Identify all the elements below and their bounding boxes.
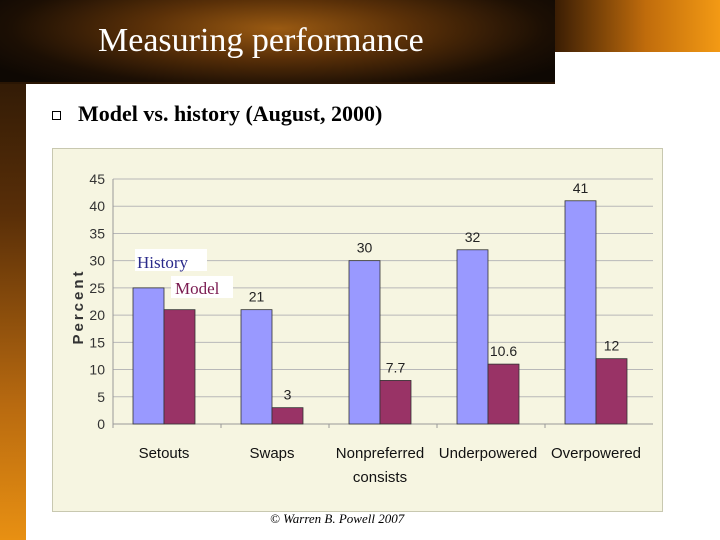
- data-label: 21: [249, 289, 265, 305]
- data-label: 12: [604, 338, 620, 354]
- chart-frame: 0 5 10 15 20 25 30 35 40 45 Percent Setouts 21 3 Swaps…: [52, 148, 663, 512]
- data-label: 7.7: [386, 359, 406, 375]
- x-tick-label: Nonpreferred: [336, 445, 424, 462]
- square-bullet-icon: [52, 111, 61, 120]
- y-tick-label: 35: [89, 225, 105, 241]
- bar-history: [240, 309, 273, 425]
- background-left-strip: [0, 0, 26, 540]
- x-tick-label: Overpowered: [551, 445, 641, 462]
- x-tick-label: Underpowered: [439, 445, 537, 462]
- data-label: 32: [465, 229, 481, 245]
- y-tick-label: 40: [89, 198, 105, 214]
- y-axis-label: Percent: [70, 268, 87, 344]
- data-label: 3: [284, 387, 292, 403]
- data-label: 10.6: [490, 343, 517, 359]
- y-tick-label: 10: [89, 362, 105, 378]
- x-tick-label: Setouts: [139, 445, 190, 462]
- y-tick-label: 15: [89, 334, 105, 350]
- bar-chart: 0 5 10 15 20 25 30 35 40 45 Percent Setouts 21 3 Swaps…: [70, 171, 653, 486]
- y-tick-label: 45: [89, 171, 105, 187]
- legend-model: Model: [175, 279, 220, 298]
- y-tick-label: 5: [97, 389, 105, 405]
- x-tick-label: consists: [353, 469, 407, 486]
- legend-box-model: [171, 276, 233, 298]
- x-tick-label: Swaps: [249, 445, 294, 462]
- legend-box-history: [135, 249, 207, 271]
- data-label: 30: [357, 240, 373, 256]
- y-tick-label: 25: [89, 280, 105, 296]
- bar-history: [456, 249, 489, 425]
- bar-history: [132, 287, 165, 425]
- bar-history: [348, 260, 381, 425]
- copyright-text: © Warren B. Powell 2007: [270, 511, 405, 526]
- data-label: 41: [573, 180, 589, 196]
- title-bar: Measuring performance: [0, 0, 555, 84]
- bar-model: [163, 309, 196, 425]
- legend-history: History: [137, 253, 189, 272]
- y-tick-label: 20: [89, 307, 105, 323]
- bar-model: [487, 363, 520, 425]
- bar-model: [379, 380, 412, 425]
- bar-model: [595, 358, 628, 425]
- y-tick-label: 30: [89, 253, 105, 269]
- background-top-right: [555, 0, 720, 52]
- bar-history: [564, 200, 597, 425]
- bullet-text: Model vs. history (August, 2000): [78, 101, 383, 126]
- slide-title: Measuring performance: [98, 22, 424, 59]
- y-tick-label: 0: [97, 416, 105, 432]
- bar-model: [271, 407, 304, 425]
